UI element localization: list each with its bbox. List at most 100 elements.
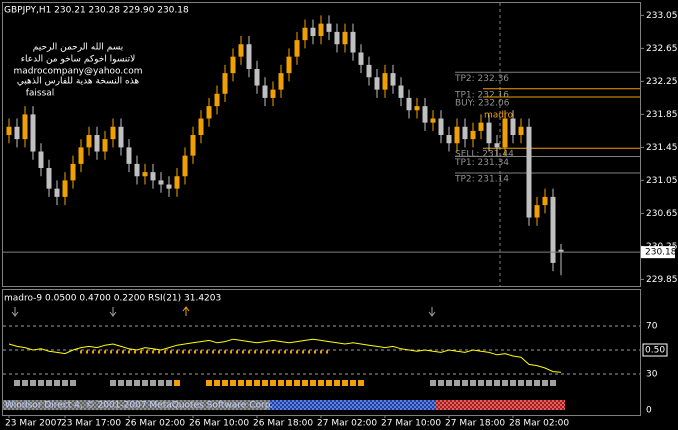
signal-square	[14, 380, 20, 386]
signal-square	[214, 380, 220, 386]
level-label: TP2: 231.14	[454, 174, 509, 184]
candle-body	[254, 69, 260, 86]
signal-square	[254, 380, 260, 386]
price-box	[641, 246, 675, 259]
signal-square	[118, 380, 124, 386]
candle-body	[158, 180, 164, 185]
level-label: TP1: 232.16	[454, 90, 509, 100]
candle-body	[38, 151, 44, 169]
candle-body	[206, 106, 212, 119]
y-tick-label: 231.05	[646, 176, 678, 186]
x-tick-label: 26 Mar 10:00	[189, 419, 249, 429]
candle-body	[278, 73, 284, 90]
y-tick-label: 70	[646, 322, 658, 332]
signal-square	[230, 380, 236, 386]
signal-square	[46, 380, 52, 386]
signal-square	[358, 380, 364, 386]
candle-body	[382, 73, 388, 90]
signal-square	[310, 380, 316, 386]
signal-square	[30, 380, 36, 386]
signal-square	[318, 380, 324, 386]
candle-body	[246, 44, 252, 70]
note: هذه النسخة هدية للفارس الذهبي	[17, 77, 140, 87]
candle-body	[502, 118, 508, 148]
signal-square	[350, 380, 356, 386]
candle-body	[478, 122, 484, 131]
candle-body	[350, 31, 356, 53]
signal-square	[150, 380, 156, 386]
y-tick-label: 229.85	[646, 275, 678, 285]
price-label: 230.18	[645, 248, 677, 258]
candle-body	[422, 106, 428, 123]
candle-body	[358, 52, 364, 65]
candle-body	[230, 56, 236, 74]
candle-body	[30, 114, 36, 152]
note: بسم الله الرحمن الرحيم	[33, 43, 123, 53]
signal-square	[174, 380, 180, 386]
signal-square	[526, 380, 532, 386]
signal-square	[166, 380, 172, 386]
candle-body	[182, 155, 188, 177]
candle-body	[150, 172, 156, 181]
signal-square	[246, 380, 252, 386]
indicator-title: madro-9 0.0500 0.4700 0.2200 RSI(21) 31.…	[4, 294, 221, 304]
signal-square	[206, 380, 212, 386]
signal-square	[142, 380, 148, 386]
candle-body	[86, 135, 92, 148]
signal-square	[334, 380, 340, 386]
y-tick-label: 232.65	[646, 44, 678, 54]
level-label: BUY: 232.06	[455, 99, 510, 109]
signal-square	[446, 380, 452, 386]
signal-square	[110, 380, 116, 386]
y-tick-label: 232.25	[646, 77, 678, 87]
candle-body	[518, 126, 524, 136]
signal-square	[262, 380, 268, 386]
candle-body	[294, 40, 300, 57]
candle-body	[174, 176, 180, 189]
status-band	[270, 400, 435, 410]
candle-body	[118, 126, 124, 148]
signal-square	[270, 380, 276, 386]
candle-body	[406, 97, 412, 111]
annotation: madro	[484, 111, 513, 121]
candle-body	[558, 249, 564, 253]
candle-body	[78, 147, 84, 164]
signal-square	[238, 380, 244, 386]
candle-body	[414, 106, 420, 111]
signal-arrows	[11, 306, 436, 317]
level-box	[642, 343, 668, 357]
candle-body	[470, 130, 476, 140]
candle-body	[190, 135, 196, 156]
candle-body	[94, 135, 100, 152]
signal-square	[486, 380, 492, 386]
x-tick-label: 27 Mar 10:00	[381, 419, 441, 429]
x-tick-label: 28 Mar 02:00	[509, 419, 569, 429]
level-label: SELL: 231.44	[455, 150, 514, 160]
signal-square	[278, 380, 284, 386]
candle-body	[542, 196, 548, 206]
header: GBPJPY,H1 230.21 230.28 229.90 230.18	[4, 6, 189, 16]
candle-body	[110, 126, 116, 140]
candle-body	[398, 85, 404, 98]
signal-square	[342, 380, 348, 386]
candle-body	[462, 126, 468, 140]
level-label: TP1: 231.34	[454, 158, 509, 168]
x-tick-label: 27 Mar 02:00	[317, 419, 377, 429]
candle-body	[342, 31, 348, 45]
x-tick-label: 26 Mar 02:00	[125, 419, 185, 429]
status-band	[435, 400, 565, 410]
x-tick-label: 23 Mar 17:00	[61, 419, 121, 429]
signal-square	[326, 380, 332, 386]
signal-square	[54, 380, 60, 386]
candle-body	[270, 89, 276, 98]
candle-body	[446, 135, 452, 144]
signal-square	[470, 380, 476, 386]
signal-square	[510, 380, 516, 386]
candle-body	[46, 168, 52, 189]
note: madrocompany@yahoo.com	[14, 67, 143, 77]
signal-square	[494, 380, 500, 386]
candle-body	[334, 31, 340, 45]
candle-body	[534, 205, 540, 218]
y-tick-label: 231.85	[646, 110, 678, 120]
candle-body	[326, 23, 332, 32]
